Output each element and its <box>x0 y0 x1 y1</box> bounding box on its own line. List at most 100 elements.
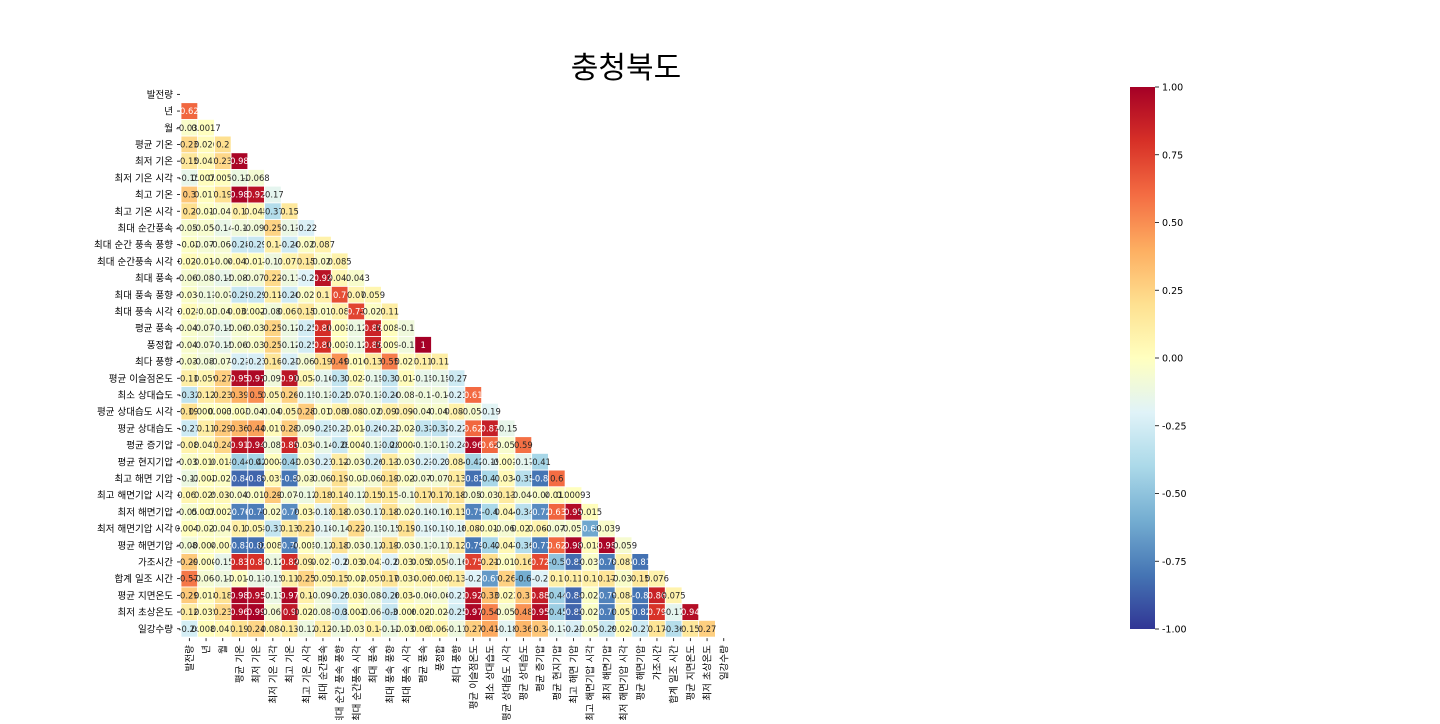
cell-value-label: -0.15 <box>262 574 284 584</box>
cell-value-label: -0.031 <box>293 473 320 483</box>
cell-value-label: 0.24 <box>247 624 266 634</box>
cell-value-label: 0.85 <box>280 440 299 450</box>
cell-value-label: -0.043 <box>343 273 370 283</box>
cell-value-label: 0.25 <box>264 323 283 333</box>
cell-value-label: -0.033 <box>343 457 370 467</box>
y-tick-label: 최저 해면기압 <box>118 506 174 518</box>
cell-value-label: 0.0047 <box>175 524 204 534</box>
cell-value-label: -0.064 <box>176 273 203 283</box>
cell-value-label: 0.97 <box>464 607 483 617</box>
cell-value-label: 0.11 <box>431 357 450 367</box>
cell-value-label: 0.026 <box>612 624 636 634</box>
cell-value-label: 0.1 <box>300 590 313 600</box>
cell-value-label: -0.25 <box>329 590 351 600</box>
cell-value-label: 0.87 <box>481 423 500 433</box>
cell-value-label: -0.23 <box>429 457 451 467</box>
cell-value-label: -0.35 <box>513 473 535 483</box>
x-tick-label: 평균 이슬점온도 <box>468 645 480 709</box>
cell-value-label: -0.16 <box>429 507 451 517</box>
x-tick-label: 일강수량 <box>718 645 730 680</box>
cell-value-label: 0.094 <box>294 557 318 567</box>
cell-value-label: -0.23 <box>312 457 334 467</box>
cell-value-label: -0.074 <box>193 240 220 250</box>
cell-value-label: -0.12 <box>279 323 301 333</box>
colorbar-tick-label: -0.50 <box>1162 489 1187 500</box>
cell-value-label: -0.088 <box>259 306 286 316</box>
cell-value-label: -0.026 <box>259 507 286 517</box>
cell-value-label: 0.13 <box>497 490 516 500</box>
cell-value-label: 0.15 <box>297 306 316 316</box>
cell-value-label: -0.018 <box>243 490 270 500</box>
cell-value-label: -0.29 <box>245 290 267 300</box>
cell-value-label: -0.32 <box>429 423 451 433</box>
cell-value-label: -0.31 <box>329 373 351 383</box>
cell-value-label: -0.051 <box>460 490 487 500</box>
cell-value-label: -0.85 <box>245 473 267 483</box>
x-tick-label: 최저 해면기압 시각 <box>618 645 630 720</box>
cell-value-label: 0.08 <box>330 306 349 316</box>
cell-value-label: 0.062 <box>411 624 435 634</box>
cell-value-label: -0.021 <box>209 473 236 483</box>
x-tick-label: 최저 해면기압 <box>601 645 613 701</box>
cell-value-label: -0.82 <box>629 607 651 617</box>
cell-value-label: -0.23 <box>412 457 434 467</box>
cell-value-label: -0.03 <box>195 306 217 316</box>
cell-value-label: -0.15 <box>496 423 518 433</box>
cell-value-label: 0.015 <box>211 457 235 467</box>
y-tick-label: 평균 증기압 <box>126 440 173 452</box>
cell-value-label: 0.086 <box>328 407 352 417</box>
cell-value-label: 0.12 <box>330 457 349 467</box>
cell-value-label: 0.0017 <box>191 123 220 133</box>
colorbar-tick-label: 0.25 <box>1162 286 1183 297</box>
cell-value-label: 0.23 <box>180 139 199 149</box>
cell-value-label: 0.29 <box>180 590 199 600</box>
cell-value-label: -0.11 <box>429 540 451 550</box>
cell-value-label: -0.078 <box>193 323 220 333</box>
cell-value-label: 0.00025 <box>189 407 224 417</box>
cell-value-label: 0.043 <box>227 256 251 266</box>
cell-value-label: 0.28 <box>280 423 299 433</box>
cell-value-label: 0.0029 <box>208 507 237 517</box>
cell-value-label: 0.0027 <box>241 306 270 316</box>
cell-value-label: -0.28 <box>229 240 251 250</box>
cell-value-label: 0.29 <box>213 423 232 433</box>
cell-value-label: 0.19 <box>380 540 399 550</box>
y-tick-label: 최대 풍속 <box>135 274 173 285</box>
cell-value-label: 0.22 <box>264 273 283 283</box>
cell-value-label: -0.26 <box>279 290 301 300</box>
colorbar-tick-label: 0.00 <box>1162 354 1183 365</box>
cell-value-label: -0.037 <box>176 123 203 133</box>
cell-value-label: 0.0083 <box>191 624 220 634</box>
cell-value-label: 0.0085 <box>258 540 287 550</box>
cell-value-label: 0.085 <box>328 256 352 266</box>
cell-value-label: -0.041 <box>209 206 236 216</box>
cell-value-label: -0.046 <box>176 340 203 350</box>
cell-value-label: 0.6 <box>550 473 563 483</box>
cell-value-label: 0.004 <box>211 540 235 550</box>
cell-value-label: 0.035 <box>261 473 285 483</box>
cell-value-label: -0.066 <box>226 323 253 333</box>
cell-value-label: -0.15 <box>212 273 234 283</box>
cell-value-label: -0.03 <box>346 473 368 483</box>
cell-value-label: 0.13 <box>380 457 399 467</box>
cell-value-label: -0.42 <box>479 540 501 550</box>
cell-value-label: -0.15 <box>379 524 401 534</box>
cell-value-label: -0.42 <box>245 457 267 467</box>
x-tick-label: 풍정합 <box>435 645 446 671</box>
cell-value-label: 0.11 <box>180 373 199 383</box>
cell-value-label: -0.2 <box>382 557 398 567</box>
y-tick-label: 평균 기온 <box>135 140 173 151</box>
cell-value-label: -0.035 <box>393 457 420 467</box>
cell-value-label: -0.021 <box>193 524 220 534</box>
cell-value-label: -0.07 <box>212 290 234 300</box>
cell-value-label: -0.023 <box>577 607 604 617</box>
cell-value-label: 0.19 <box>314 357 333 367</box>
cell-value-label: 0.038 <box>344 557 368 567</box>
y-tick-label: 일강수량 <box>138 623 173 635</box>
y-tick-label: 평균 상대습도 <box>118 424 174 435</box>
cell-value-label: -0.84 <box>563 590 585 600</box>
cell-value-label: 0.047 <box>495 540 519 550</box>
cell-value-label: -0.11 <box>446 624 468 634</box>
cell-value-label: -0.059 <box>610 540 637 550</box>
